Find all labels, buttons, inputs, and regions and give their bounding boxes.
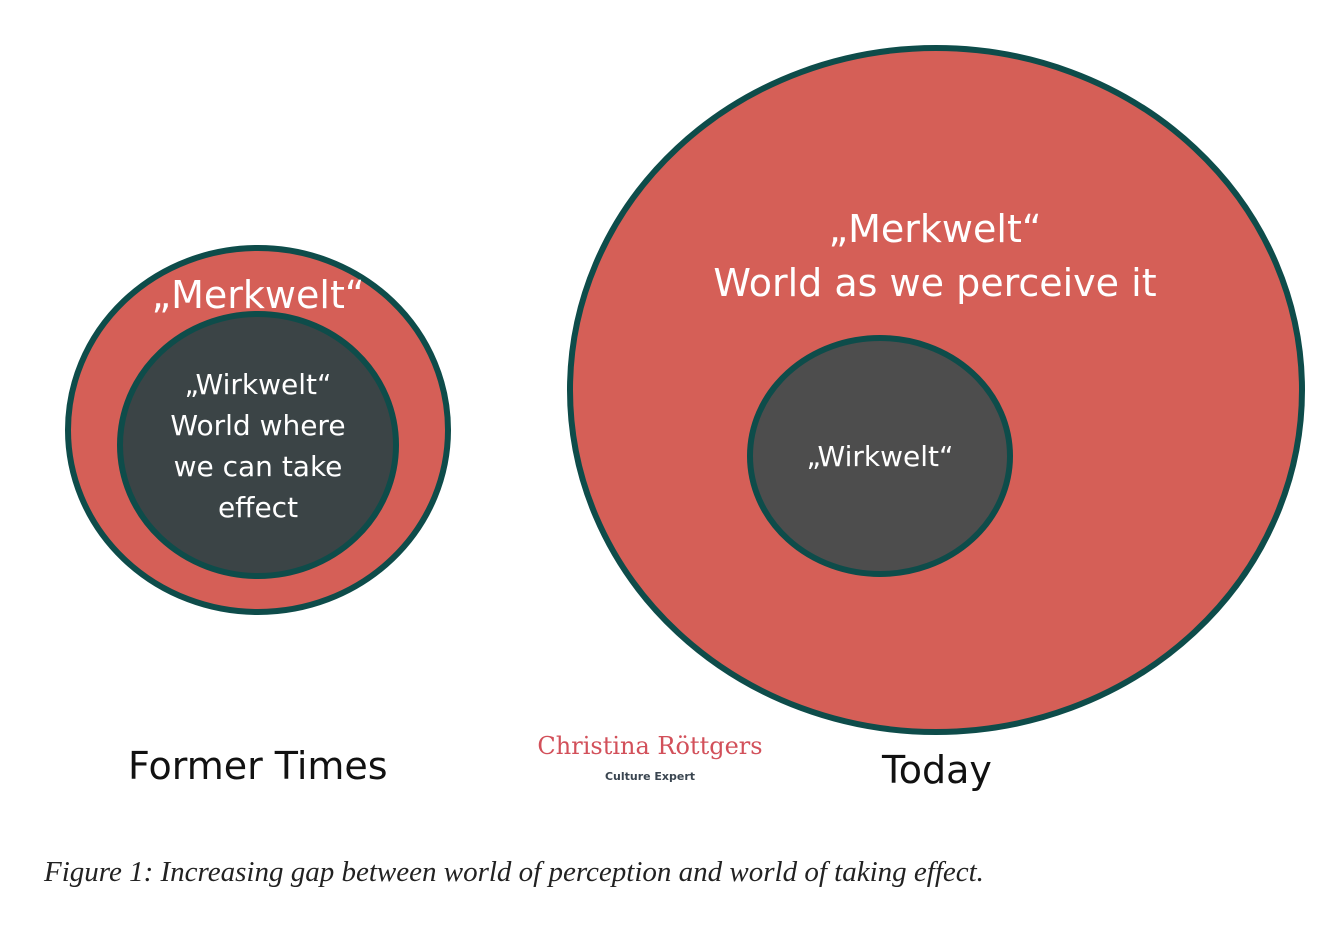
logo-name: Christina Röttgers — [537, 732, 763, 760]
left-wirkwelt-circle — [117, 311, 399, 579]
logo: Christina Röttgers Culture Expert — [520, 732, 780, 783]
left-merkwelt-label: „Merkwelt“ — [151, 273, 364, 317]
left-wirkwelt-line: „Wirkwelt“ — [184, 368, 331, 401]
left-wirkwelt-line: World where — [170, 409, 345, 442]
right-merkwelt-label: „Merkwelt“ — [828, 207, 1041, 251]
left-wirkwelt-line: effect — [218, 491, 298, 524]
former-times-label: Former Times — [128, 744, 388, 788]
figure-caption: Figure 1: Increasing gap between world o… — [44, 856, 984, 888]
today-label: Today — [882, 748, 992, 792]
logo-subtitle: Culture Expert — [604, 770, 696, 783]
right-merkwelt-description: World as we perceive it — [713, 261, 1156, 305]
right-wirkwelt-circle — [747, 335, 1013, 577]
right-wirkwelt-label: „Wirkwelt“ — [806, 440, 953, 473]
left-wirkwelt-line: we can take — [174, 450, 343, 483]
